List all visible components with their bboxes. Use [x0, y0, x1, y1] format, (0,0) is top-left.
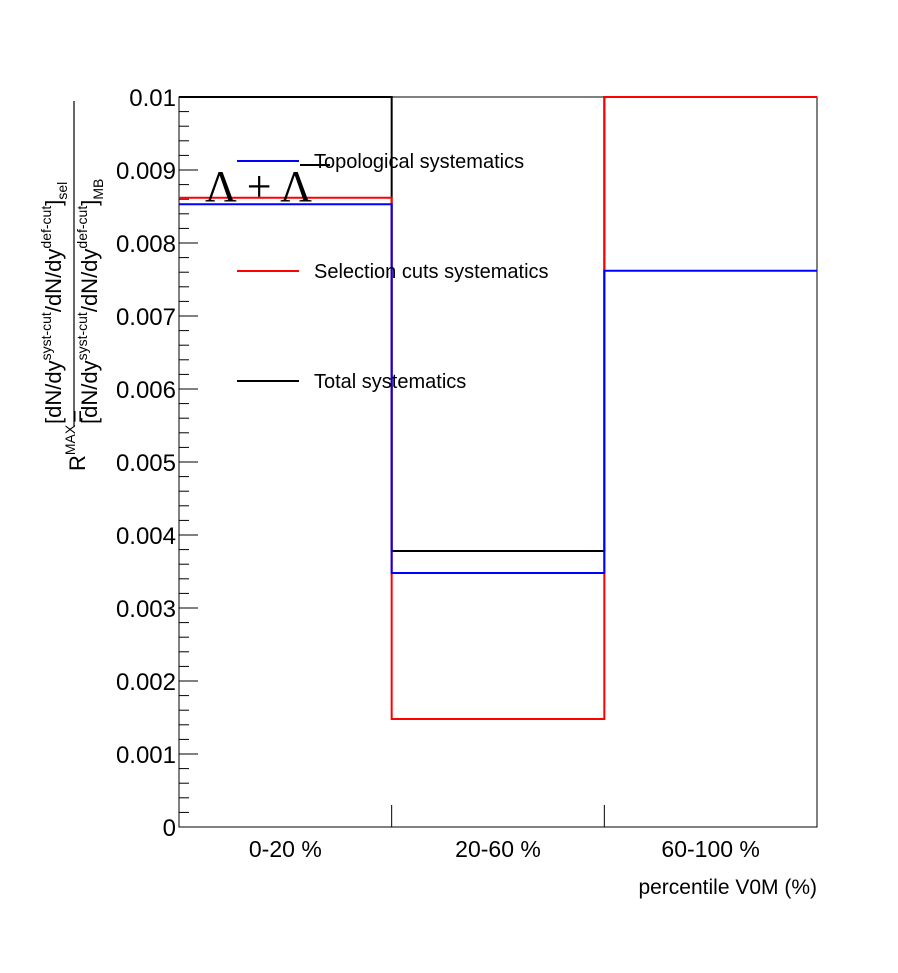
ylabel-den-sup2: def-cut	[74, 206, 90, 249]
series-line	[179, 203, 817, 574]
legend-label: Topological systematics	[314, 151, 524, 173]
y-tick-label: 0	[163, 815, 176, 842]
legend-label: Total systematics	[314, 371, 466, 393]
legend: Topological systematics Selection cuts sy…	[237, 151, 549, 393]
series-line	[179, 96, 817, 720]
ylabel-equals: =	[65, 410, 90, 423]
ylabel-prefix: R	[65, 455, 90, 471]
ylabel-den-mid: /dN/dy	[77, 249, 102, 313]
y-axis: 0 0.001 0.002 0.003 0.004 0.005 0.006 0.007 0.00…	[116, 85, 198, 842]
y-tick-label: 0.008	[116, 231, 176, 258]
ylabel-num-open: [dN/dy	[41, 360, 66, 424]
x-category-label: 0-20 %	[249, 836, 322, 862]
series-layer	[179, 96, 817, 720]
ylabel-num-sub: sel	[54, 182, 70, 200]
ylabel-prefix-sup: MAX	[62, 424, 78, 455]
ylabel-num-sup2: def-cut	[38, 206, 54, 249]
ylabel-den-sup1: syst-cut	[74, 312, 90, 360]
x-category-label: 60-100 %	[661, 836, 759, 862]
y-tick-label: 0.003	[116, 596, 176, 623]
ylabel-num-mid: /dN/dy	[41, 249, 66, 313]
svg-text:[dN/dysyst-cut/dN/dydef-cut]se: [dN/dysyst-cut/dN/dydef-cut]sel	[38, 182, 70, 424]
x-axis-title: percentile V0M (%)	[638, 876, 817, 899]
y-axis-title: RMAX= [dN/dysyst-cut/dN/dydef-cut]sel [d…	[38, 101, 106, 471]
y-tick-label: 0.009	[116, 158, 176, 185]
y-tick-label: 0.004	[116, 523, 176, 550]
y-tick-label: 0.002	[116, 669, 176, 696]
particle-annotation: Λ + Λ	[205, 162, 312, 211]
x-category-label: 20-60 %	[455, 836, 541, 862]
ylabel-num-close: ]	[41, 200, 66, 206]
ylabel-den-sub: MB	[90, 179, 106, 200]
svg-text:[dN/dysyst-cut/dN/dydef-cut]MB: [dN/dysyst-cut/dN/dydef-cut]MB	[74, 179, 106, 424]
x-axis: 0-20 % 20-60 % 60-100 %	[178, 97, 818, 862]
y-tick-label: 0.01	[129, 85, 176, 112]
y-tick-label: 0.006	[116, 377, 176, 404]
legend-label: Selection cuts systematics	[314, 261, 549, 283]
ylabel-den-close: ]	[77, 200, 102, 206]
ylabel-den-open: [dN/dy	[77, 360, 102, 424]
y-tick-label: 0.007	[116, 304, 176, 331]
y-tick-label: 0.001	[116, 742, 176, 769]
y-tick-label: 0.005	[116, 450, 176, 477]
svg-text:RMAX=: RMAX=	[62, 410, 90, 471]
ylabel-num-sup1: syst-cut	[38, 312, 54, 360]
